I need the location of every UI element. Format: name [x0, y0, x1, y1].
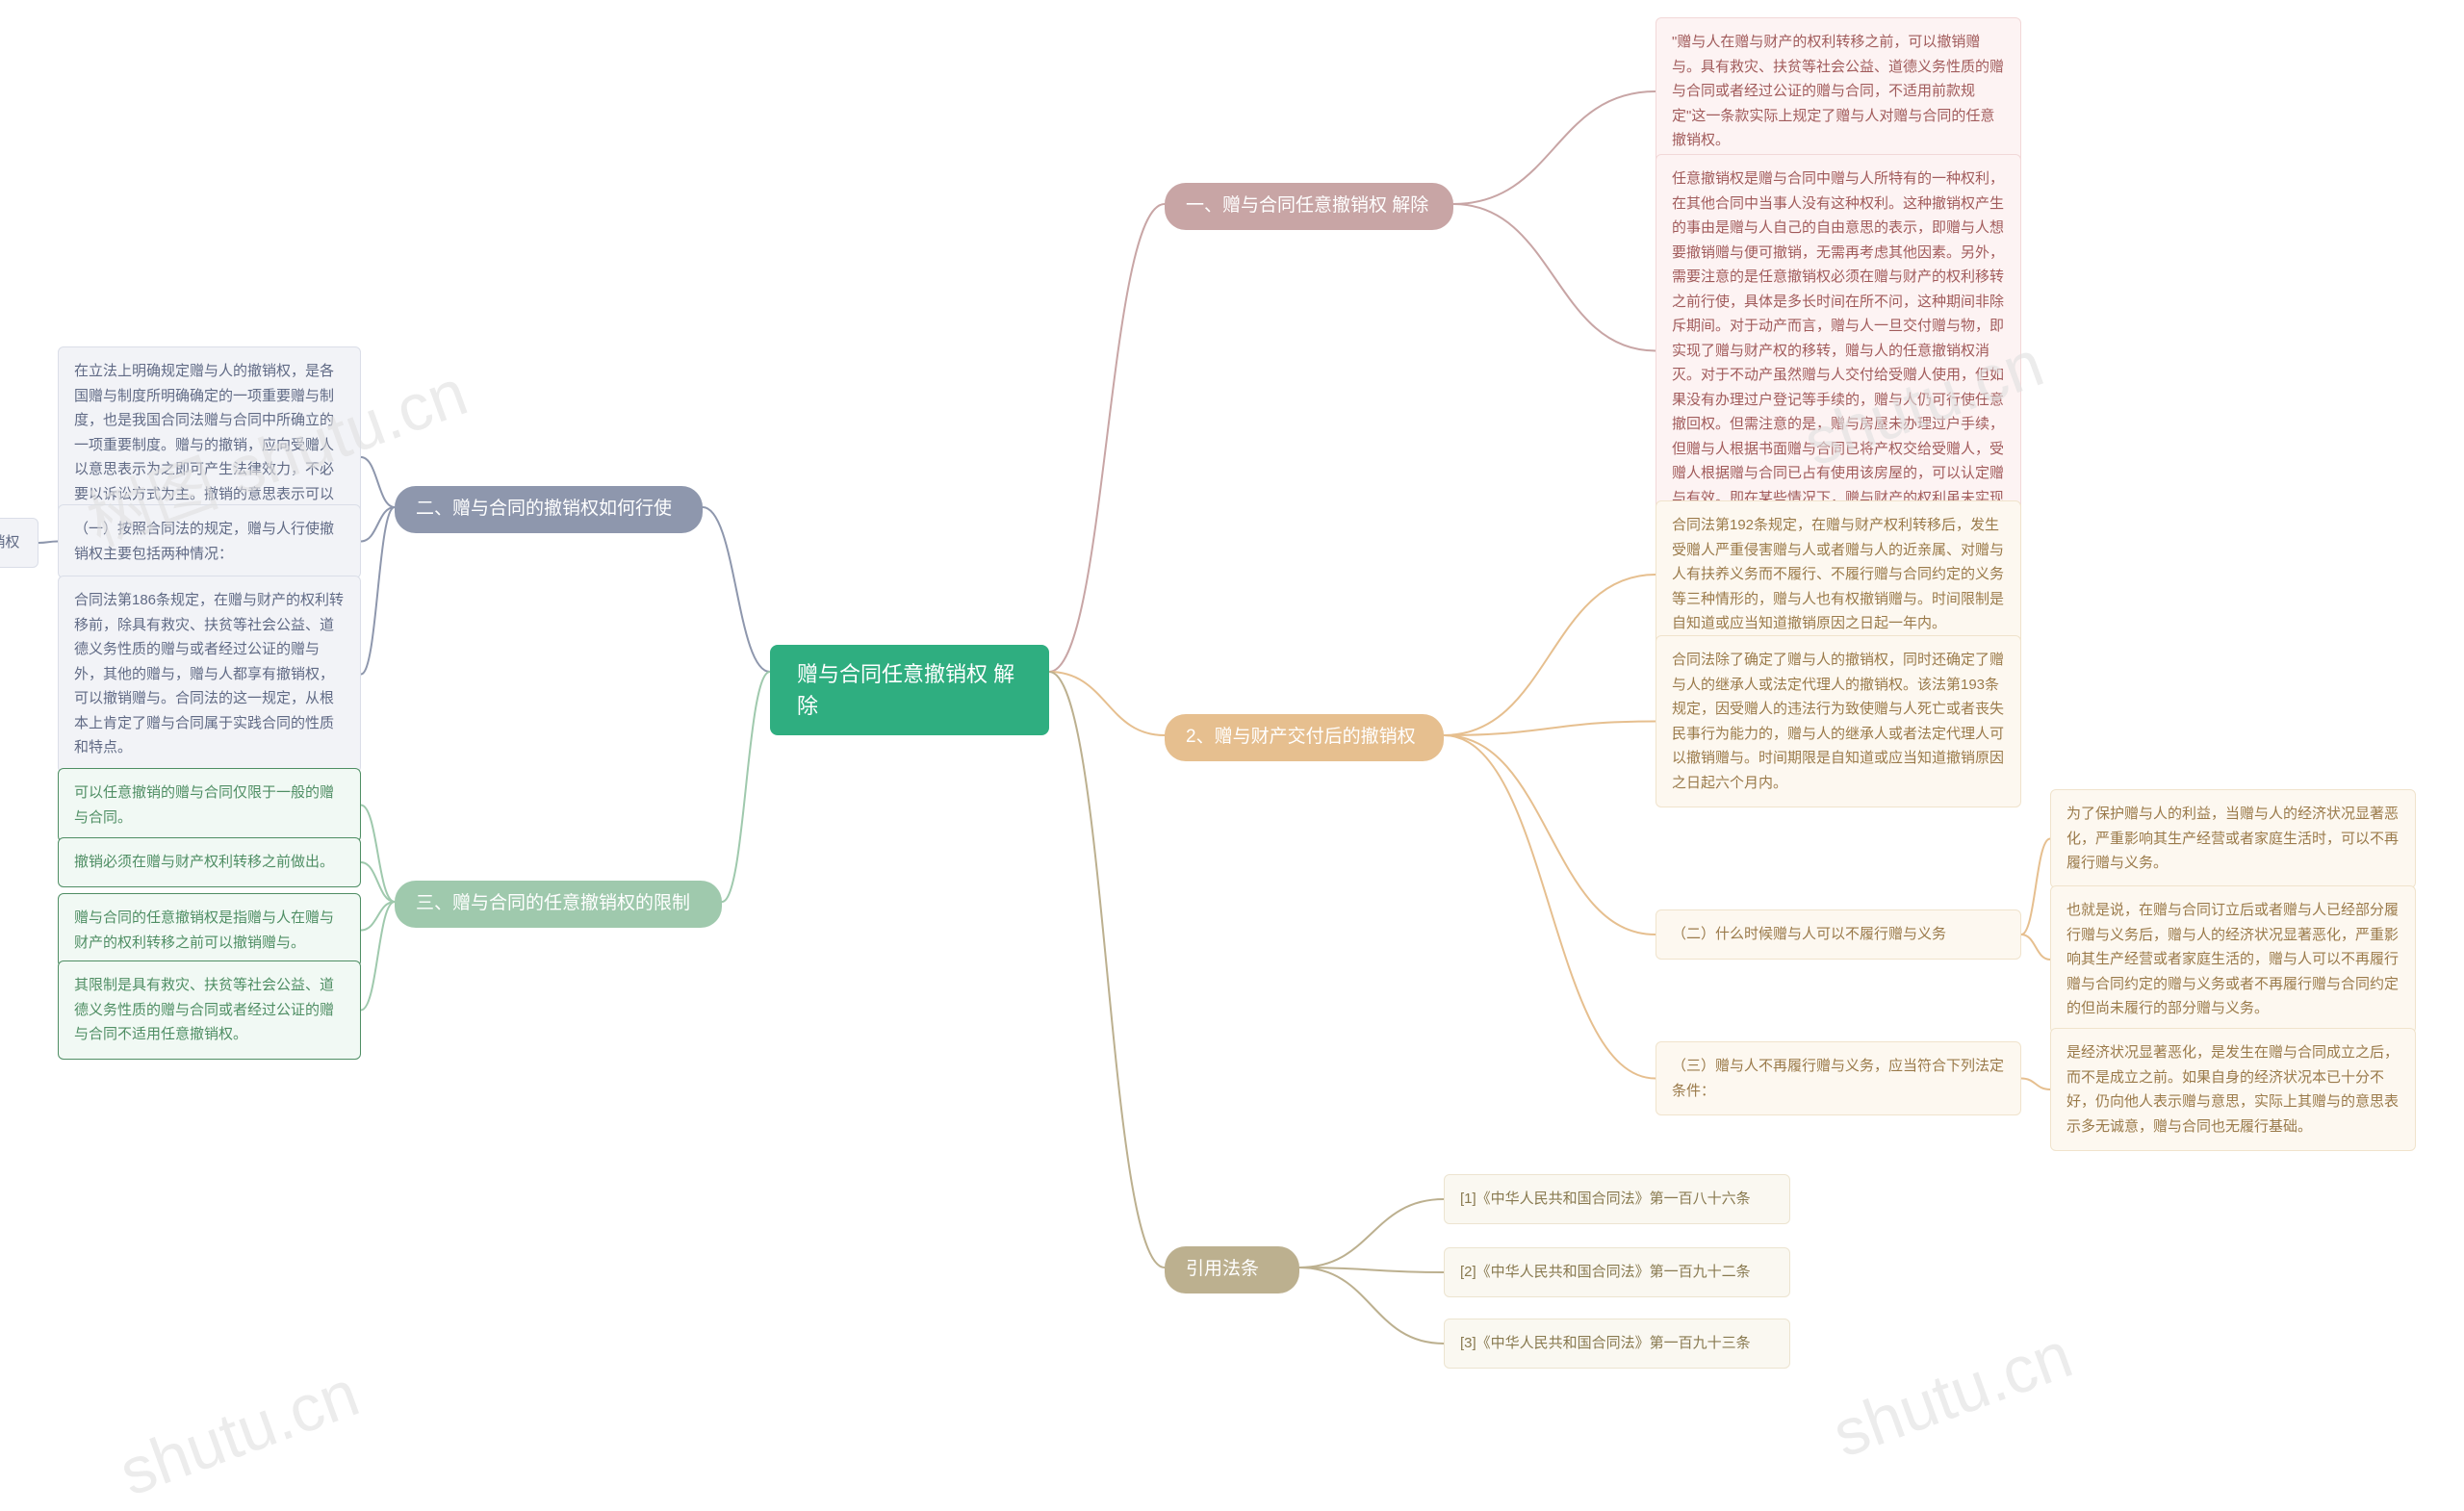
branch-node: 二、赠与合同的撤销权如何行使 — [395, 486, 703, 533]
leaf-node: "赠与人在赠与财产的权利转移之前，可以撤销赠与。具有救灾、扶贫等社会公益、道德义… — [1656, 17, 2021, 166]
leaf-node: 是经济状况显著恶化，是发生在赠与合同成立之后，而不是成立之前。如果自身的经济状况… — [2050, 1028, 2416, 1151]
branch-node: 一、赠与合同任意撤销权 解除 — [1165, 183, 1453, 230]
watermark: shutu.cn — [110, 1355, 368, 1510]
leaf-node: 合同法除了确定了赠与人的撤销权，同时还确定了赠与人的继承人或法定代理人的撤销权。… — [1656, 635, 2021, 807]
leaf-node: （三）赠与人不再履行赠与义务，应当符合下列法定条件： — [1656, 1041, 2021, 1115]
leaf-node: 撤销必须在赠与财产权利转移之前做出。 — [58, 837, 361, 887]
leaf-node: 任意撤销权是赠与合同中赠与人所特有的一种权利，在其他合同中当事人没有这种权利。这… — [1656, 154, 2021, 548]
leaf-node: （二）什么时候赠与人可以不履行赠与义务 — [1656, 909, 2021, 960]
leaf-node: 也就是说，在赠与合同订立后或者赠与人已经部分履行赠与义务后，赠与人的经济状况显著… — [2050, 885, 2416, 1034]
leaf-node: [3]《中华人民共和国合同法》第一百九十三条 — [1444, 1319, 1790, 1369]
leaf-node: 其限制是具有救灾、扶贫等社会公益、道德义务性质的赠与合同或者经过公证的赠与合同不… — [58, 960, 361, 1060]
leaf-node: 赠与合同的任意撤销权是指赠与人在赠与财产的权利转移之前可以撤销赠与。 — [58, 893, 361, 967]
leaf-node: 1、赠与财产交付前的撤销权 — [0, 518, 38, 568]
leaf-node: [2]《中华人民共和国合同法》第一百九十二条 — [1444, 1247, 1790, 1297]
watermark: shutu.cn — [1823, 1317, 2081, 1472]
leaf-node: （一）按照合同法的规定，赠与人行使撤销权主要包括两种情况： — [58, 504, 361, 578]
root-node: 赠与合同任意撤销权 解除 — [770, 645, 1049, 735]
leaf-node: 合同法第192条规定，在赠与财产权利转移后，发生受赠人严重侵害赠与人或者赠与人的… — [1656, 500, 2021, 649]
leaf-node: 合同法第186条规定，在赠与财产的权利转移前，除具有救灾、扶贫等社会公益、道德义… — [58, 576, 361, 773]
leaf-node: 为了保护赠与人的利益，当赠与人的经济状况显著恶化，严重影响其生产经营或者家庭生活… — [2050, 789, 2416, 888]
leaf-node: 可以任意撤销的赠与合同仅限于一般的赠与合同。 — [58, 768, 361, 842]
branch-node: 引用法条 — [1165, 1246, 1299, 1293]
leaf-node: [1]《中华人民共和国合同法》第一百八十六条 — [1444, 1174, 1790, 1224]
branch-node: 三、赠与合同的任意撤销权的限制 — [395, 881, 722, 928]
branch-node: 2、赠与财产交付后的撤销权 — [1165, 714, 1444, 761]
